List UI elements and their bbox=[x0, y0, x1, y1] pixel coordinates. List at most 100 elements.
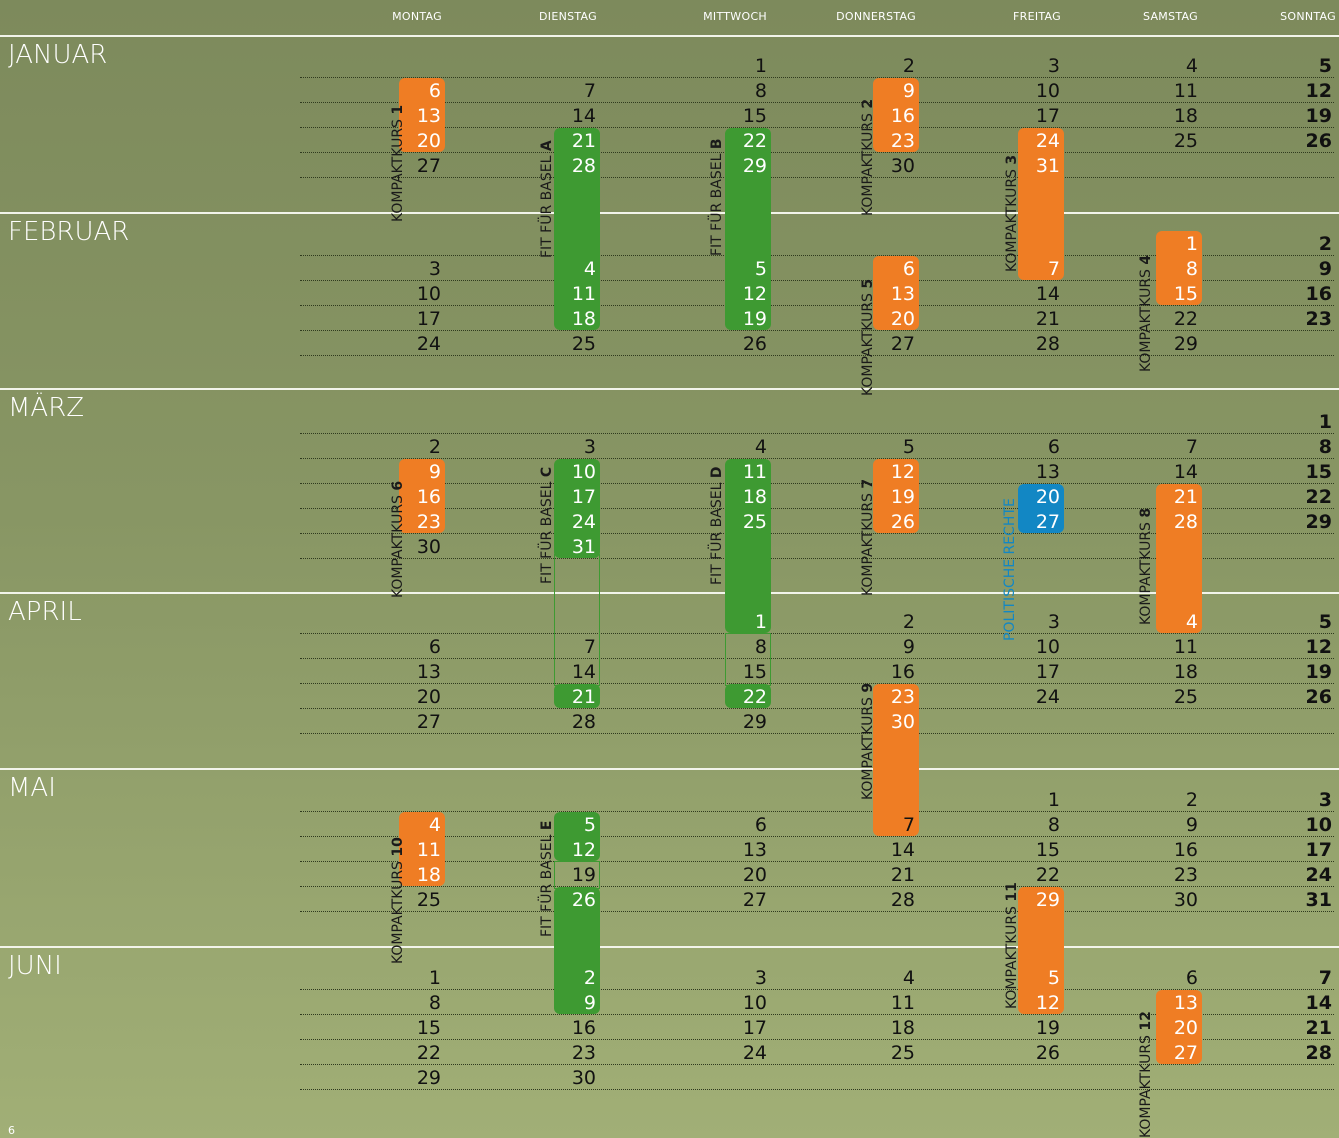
date-number: 15 bbox=[1173, 283, 1198, 305]
course-label-prefix: KOMPAKTKURS bbox=[390, 490, 406, 598]
course-bar-kompaktkurs-6 bbox=[399, 459, 445, 533]
course-label: FIT FÜR BASEL D bbox=[709, 467, 725, 585]
date-number: 25 bbox=[416, 889, 441, 911]
course-label-number: 12 bbox=[1138, 1011, 1154, 1031]
date-number: 17 bbox=[571, 486, 596, 508]
day-header-mittwoch: MITTWOCH bbox=[703, 10, 767, 23]
date-number: 23 bbox=[1173, 864, 1198, 886]
date-number: 6 bbox=[902, 258, 915, 280]
date-number: 28 bbox=[1305, 1042, 1332, 1064]
date-number: 28 bbox=[1035, 333, 1060, 355]
date-number: 21 bbox=[1035, 308, 1060, 330]
date-number: 21 bbox=[890, 864, 915, 886]
date-number: 2 bbox=[583, 967, 596, 989]
date-number: 10 bbox=[571, 461, 596, 483]
month-name: FEBRUAR bbox=[8, 217, 130, 247]
course-bar-fit-fuer-basel-a bbox=[554, 128, 600, 330]
date-number: 20 bbox=[742, 864, 767, 886]
date-number: 1 bbox=[1047, 789, 1060, 811]
date-number: 9 bbox=[583, 992, 596, 1014]
row-divider bbox=[300, 733, 1334, 734]
date-number: 25 bbox=[890, 1042, 915, 1064]
course-label-prefix: FIT FÜR BASEL bbox=[539, 151, 555, 258]
date-number: 23 bbox=[890, 130, 915, 152]
course-label-number: 6 bbox=[390, 480, 406, 491]
course-label-number: A bbox=[539, 140, 555, 152]
course-label-prefix: KOMPAKTKURS bbox=[860, 288, 876, 396]
day-header-donnerstag: DONNERSTAG bbox=[836, 10, 916, 23]
date-number: 15 bbox=[416, 1017, 441, 1039]
row-divider bbox=[300, 255, 1334, 256]
date-number: 5 bbox=[902, 436, 915, 458]
date-number: 12 bbox=[1305, 80, 1332, 102]
row-divider bbox=[300, 836, 1334, 837]
date-number: 23 bbox=[571, 1042, 596, 1064]
day-header-dienstag: DIENSTAG bbox=[539, 10, 597, 23]
date-number: 9 bbox=[902, 80, 915, 102]
course-bar-kompaktkurs-5 bbox=[873, 256, 919, 330]
date-number: 6 bbox=[754, 814, 767, 836]
date-number: 28 bbox=[571, 711, 596, 733]
date-number: 29 bbox=[1035, 889, 1060, 911]
date-number: 17 bbox=[1305, 839, 1332, 861]
course-label-number: C bbox=[539, 466, 555, 478]
row-divider bbox=[300, 633, 1334, 634]
date-number: 17 bbox=[1035, 105, 1060, 127]
date-number: 26 bbox=[1305, 686, 1332, 708]
month-name: JANUAR bbox=[8, 40, 108, 70]
row-divider bbox=[300, 508, 1334, 509]
date-number: 7 bbox=[583, 636, 596, 658]
row-divider bbox=[300, 989, 1334, 990]
date-number: 1 bbox=[754, 55, 767, 77]
row-divider bbox=[300, 483, 1334, 484]
row-divider bbox=[300, 1064, 1334, 1065]
course-bar-kompaktkurs-11 bbox=[1018, 887, 1064, 1014]
date-number: 19 bbox=[1305, 661, 1332, 683]
date-number: 3 bbox=[1047, 611, 1060, 633]
course-label-prefix: KOMPAKTKURS bbox=[390, 114, 406, 222]
date-number: 20 bbox=[1035, 486, 1060, 508]
date-number: 2 bbox=[902, 611, 915, 633]
date-number: 16 bbox=[1305, 283, 1332, 305]
course-label-number: 1 bbox=[390, 104, 406, 115]
date-number: 10 bbox=[1035, 636, 1060, 658]
date-number: 17 bbox=[742, 1017, 767, 1039]
row-divider bbox=[300, 886, 1334, 887]
date-number: 28 bbox=[1173, 511, 1198, 533]
course-bar-fit-fuer-basel-d bbox=[725, 459, 771, 633]
date-number: 22 bbox=[742, 130, 767, 152]
date-number: 27 bbox=[1173, 1042, 1198, 1064]
date-number: 19 bbox=[742, 308, 767, 330]
row-divider bbox=[300, 658, 1334, 659]
date-number: 27 bbox=[1035, 511, 1060, 533]
day-header-samstag: SAMSTAG bbox=[1142, 10, 1198, 23]
date-number: 3 bbox=[754, 967, 767, 989]
date-number: 30 bbox=[571, 1067, 596, 1089]
date-number: 6 bbox=[428, 80, 441, 102]
date-number: 14 bbox=[571, 661, 596, 683]
date-number: 10 bbox=[742, 992, 767, 1014]
date-number: 9 bbox=[1185, 814, 1198, 836]
course-label-number: 8 bbox=[1138, 507, 1154, 518]
date-number: 10 bbox=[1305, 814, 1332, 836]
date-number: 11 bbox=[890, 992, 915, 1014]
course-label-number: 10 bbox=[390, 837, 406, 857]
date-number: 3 bbox=[428, 258, 441, 280]
date-number: 14 bbox=[571, 105, 596, 127]
date-number: 8 bbox=[428, 992, 441, 1014]
date-number: 20 bbox=[416, 686, 441, 708]
date-number: 18 bbox=[1173, 661, 1198, 683]
page-number: 6 bbox=[8, 1124, 15, 1137]
date-number: 13 bbox=[416, 661, 441, 683]
date-number: 11 bbox=[1173, 636, 1198, 658]
date-number: 14 bbox=[1173, 461, 1198, 483]
date-number: 26 bbox=[1035, 1042, 1060, 1064]
date-number: 7 bbox=[1185, 436, 1198, 458]
date-number: 29 bbox=[742, 155, 767, 177]
date-number: 1 bbox=[754, 611, 767, 633]
day-header-montag: MONTAG bbox=[392, 10, 442, 23]
date-number: 18 bbox=[742, 486, 767, 508]
course-label: POLITISCHE RECHTE bbox=[1002, 498, 1018, 641]
course-bar-kompaktkurs-9 bbox=[873, 684, 919, 836]
